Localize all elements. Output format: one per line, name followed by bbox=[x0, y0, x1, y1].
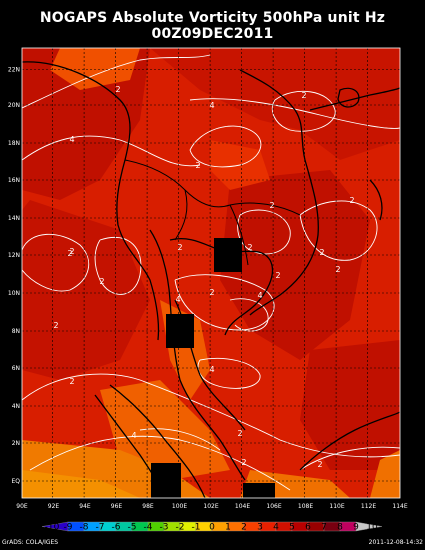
contour-value-label: 4 bbox=[69, 135, 74, 144]
lat-tick-label: 16N bbox=[8, 177, 20, 184]
contour-value-label: 4 bbox=[131, 431, 136, 440]
colorbar-tick-label: 3 bbox=[257, 523, 263, 533]
plot-frame bbox=[21, 47, 401, 499]
colorbar-tick-label: -10 bbox=[45, 523, 60, 533]
colorbar-tick-label: -5 bbox=[128, 523, 137, 533]
lon-tick-label: 102E bbox=[203, 503, 218, 510]
colorbar-tick-label: -7 bbox=[96, 523, 105, 533]
contour-value-label: 2 bbox=[195, 161, 200, 170]
lat-tick-label: 4N bbox=[12, 403, 20, 410]
latitude-labels: 22N 20N 18N 16N 14N 12N 10N 8N 6N 4N 2N EQ bbox=[8, 67, 20, 486]
contour-value-label: 2 bbox=[237, 429, 242, 438]
lon-tick-label: 108E bbox=[298, 503, 313, 510]
lat-tick-label: 22N bbox=[8, 67, 20, 74]
lon-tick-label: 100E bbox=[172, 503, 187, 510]
colorbar-segment bbox=[355, 521, 383, 532]
contour-value-label: 2 bbox=[275, 271, 280, 280]
lon-tick-label: 92E bbox=[48, 503, 60, 510]
colorbar-tick-label: 6 bbox=[305, 523, 311, 533]
lon-tick-label: 114E bbox=[392, 503, 407, 510]
contour-value-label: 2 bbox=[301, 91, 306, 100]
lat-tick-label: 14N bbox=[8, 215, 20, 222]
lat-tick-label: 18N bbox=[8, 140, 20, 147]
contour-value-label: 2 bbox=[177, 243, 182, 252]
lat-tick-label: 10N bbox=[8, 290, 20, 297]
lat-tick-label: 2N bbox=[12, 440, 20, 447]
lon-tick-label: 96E bbox=[111, 503, 123, 510]
contour-value-label: 2 bbox=[319, 248, 324, 257]
colorbar-tick-label: 4 bbox=[273, 523, 279, 533]
map-title: NOGAPS Absolute Vorticity 500hPa unit Hz bbox=[39, 10, 386, 26]
contour-value-label: 2 bbox=[247, 243, 252, 252]
longitude-labels: 90E 92E 94E 96E 98E 100E 102E 104E 106E 108E 110E 1… bbox=[16, 503, 408, 510]
contour-value-label: 2 bbox=[53, 321, 58, 330]
vorticity-field bbox=[22, 48, 400, 498]
contour-value-label: 2 bbox=[241, 458, 246, 467]
lon-tick-label: 90E bbox=[16, 503, 28, 510]
contour-value-label: 2 bbox=[115, 85, 120, 94]
colorbar-tick-label: -8 bbox=[80, 523, 89, 533]
contour-value-label: 2 bbox=[349, 196, 354, 205]
lon-tick-label: 106E bbox=[266, 503, 281, 510]
lon-tick-label: 104E bbox=[235, 503, 250, 510]
masked-box bbox=[243, 483, 275, 498]
colorbar-tick-label: 5 bbox=[289, 523, 295, 533]
map-subtitle: 00Z09DEC2011 bbox=[151, 26, 274, 42]
colorbar-tick-label: -4 bbox=[144, 523, 153, 533]
lat-tick-label: EQ bbox=[11, 478, 20, 485]
colorbar-tick-label: -9 bbox=[64, 523, 73, 533]
footer-credit: GrADS: COLA/IGES bbox=[2, 539, 59, 546]
contour-value-label: 2 bbox=[67, 249, 72, 258]
masked-box bbox=[151, 463, 181, 498]
colorbar-tick-label: -1 bbox=[192, 523, 201, 533]
lon-tick-label: 110E bbox=[329, 503, 344, 510]
lat-tick-label: 12N bbox=[8, 252, 20, 259]
colorbar-tick-label: 2 bbox=[241, 523, 247, 533]
contour-value-label: 2 bbox=[99, 277, 104, 286]
colorbar: -10 -9 -8 -7 -6 -5 -4 -3 -2 -1 0 1 2 3 4 5 6 7 8 9 10 bbox=[41, 521, 383, 533]
contour-value-label: 2 bbox=[335, 265, 340, 274]
contour-value-label: 4 bbox=[175, 295, 180, 304]
contour-value-label: 4 bbox=[257, 291, 262, 300]
contour-value-label: 4 bbox=[209, 365, 214, 374]
colorbar-tick-label: -2 bbox=[176, 523, 185, 533]
colorbar-tick-label: 0 bbox=[209, 523, 215, 533]
colorbar-tick-label: 10 bbox=[366, 523, 378, 533]
colorbar-tick-label: -6 bbox=[112, 523, 121, 533]
colorbar-tick-label: 7 bbox=[321, 523, 327, 533]
lon-tick-label: 94E bbox=[79, 503, 91, 510]
contour-value-label: 2 bbox=[317, 460, 322, 469]
colorbar-tick-label: 8 bbox=[337, 523, 343, 533]
contour-value-label: 2 bbox=[269, 201, 274, 210]
lat-tick-label: 20N bbox=[8, 102, 20, 109]
gridlines bbox=[22, 48, 400, 498]
lat-tick-label: 6N bbox=[12, 365, 20, 372]
lon-tick-label: 112E bbox=[361, 503, 376, 510]
colorbar-tick-label: 9 bbox=[353, 523, 359, 533]
contour-value-label: 2 bbox=[69, 247, 74, 256]
contour-value-label: 2 bbox=[69, 377, 74, 386]
lon-tick-label: 98E bbox=[142, 503, 154, 510]
contour-value-label: 4 bbox=[209, 101, 214, 110]
colorbar-tick-label: 1 bbox=[225, 523, 231, 533]
lat-tick-label: 8N bbox=[12, 328, 20, 335]
contour-value-label: 2 bbox=[209, 288, 214, 297]
footer-timestamp: 2011-12-08-14:32 bbox=[368, 539, 423, 546]
colorbar-tick-label: -3 bbox=[160, 523, 169, 533]
